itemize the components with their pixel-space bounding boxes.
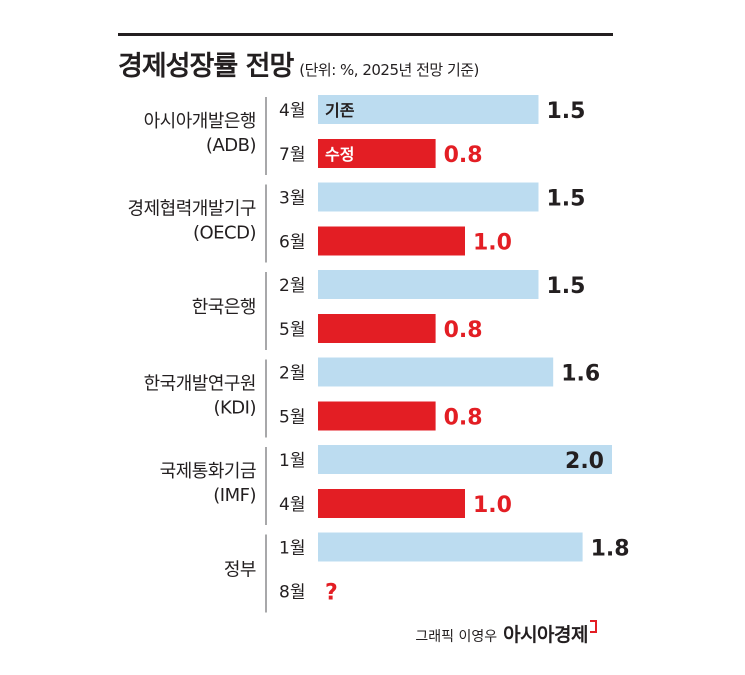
chart-title: 경제성장률 전망 xyxy=(118,51,294,82)
month-label: 3월 xyxy=(279,189,305,209)
brand-mark-icon xyxy=(590,620,597,633)
org-label: (ADB) xyxy=(206,135,256,156)
month-label: 5월 xyxy=(279,408,305,428)
value-label: 1.0 xyxy=(473,493,512,518)
month-label: 5월 xyxy=(279,320,305,340)
credit: 그래픽 이영우 아시아경제 xyxy=(415,620,597,647)
value-label: 1.8 xyxy=(591,537,630,562)
org-label: 한국은행 xyxy=(192,297,256,318)
legend-tag: 수정 xyxy=(325,145,354,164)
value-label: 0.8 xyxy=(444,406,483,431)
bar-revised xyxy=(318,314,436,343)
org-label: 아시아개발은행 xyxy=(144,111,256,132)
month-label: 7월 xyxy=(279,145,305,165)
month-label: 8월 xyxy=(279,583,305,603)
value-label: 0.8 xyxy=(444,143,483,168)
value-label: 1.0 xyxy=(473,231,512,256)
bar-original xyxy=(318,357,554,387)
bar-original xyxy=(318,532,583,562)
brand-logo: 아시아경제 xyxy=(503,624,588,646)
unit-note: (단위: %, 2025년 전망 기준) xyxy=(299,61,479,79)
bar-original xyxy=(318,445,612,474)
value-label: 1.5 xyxy=(547,99,586,124)
value-label: 1.6 xyxy=(561,362,600,387)
bar-revised xyxy=(318,401,436,431)
month-label: 2월 xyxy=(279,276,305,296)
value-label: ? xyxy=(325,581,338,606)
org-label: 정부 xyxy=(224,560,256,581)
month-label: 4월 xyxy=(279,495,305,515)
legend-tag: 기존 xyxy=(325,101,355,120)
value-label: 0.8 xyxy=(444,318,483,343)
title-row: 경제성장률 전망 (단위: %, 2025년 전망 기준) xyxy=(118,44,479,83)
credit-author: 그래픽 이영우 xyxy=(415,629,498,645)
bar-original xyxy=(318,270,539,299)
org-label: (IMF) xyxy=(213,485,256,506)
org-label: 경제협력개발기구 xyxy=(128,199,256,220)
org-label: (OECD) xyxy=(193,223,256,244)
month-label: 6월 xyxy=(279,233,305,253)
bar-original xyxy=(318,182,539,212)
org-label: 한국개발연구원 xyxy=(144,374,256,395)
bar-revised xyxy=(318,489,465,518)
bar-revised xyxy=(318,139,436,168)
value-label: 1.5 xyxy=(547,187,586,212)
month-label: 1월 xyxy=(279,451,305,471)
value-label: 1.5 xyxy=(547,274,586,299)
month-label: 2월 xyxy=(279,364,305,384)
top-rule xyxy=(118,33,613,36)
org-label: 국제통화기금 xyxy=(160,461,256,482)
org-label: (KDI) xyxy=(213,398,256,419)
month-label: 1월 xyxy=(279,539,305,559)
bar-revised xyxy=(318,226,465,256)
bar-original xyxy=(318,95,539,124)
value-label: 2.0 xyxy=(565,449,604,474)
month-label: 4월 xyxy=(279,101,305,121)
